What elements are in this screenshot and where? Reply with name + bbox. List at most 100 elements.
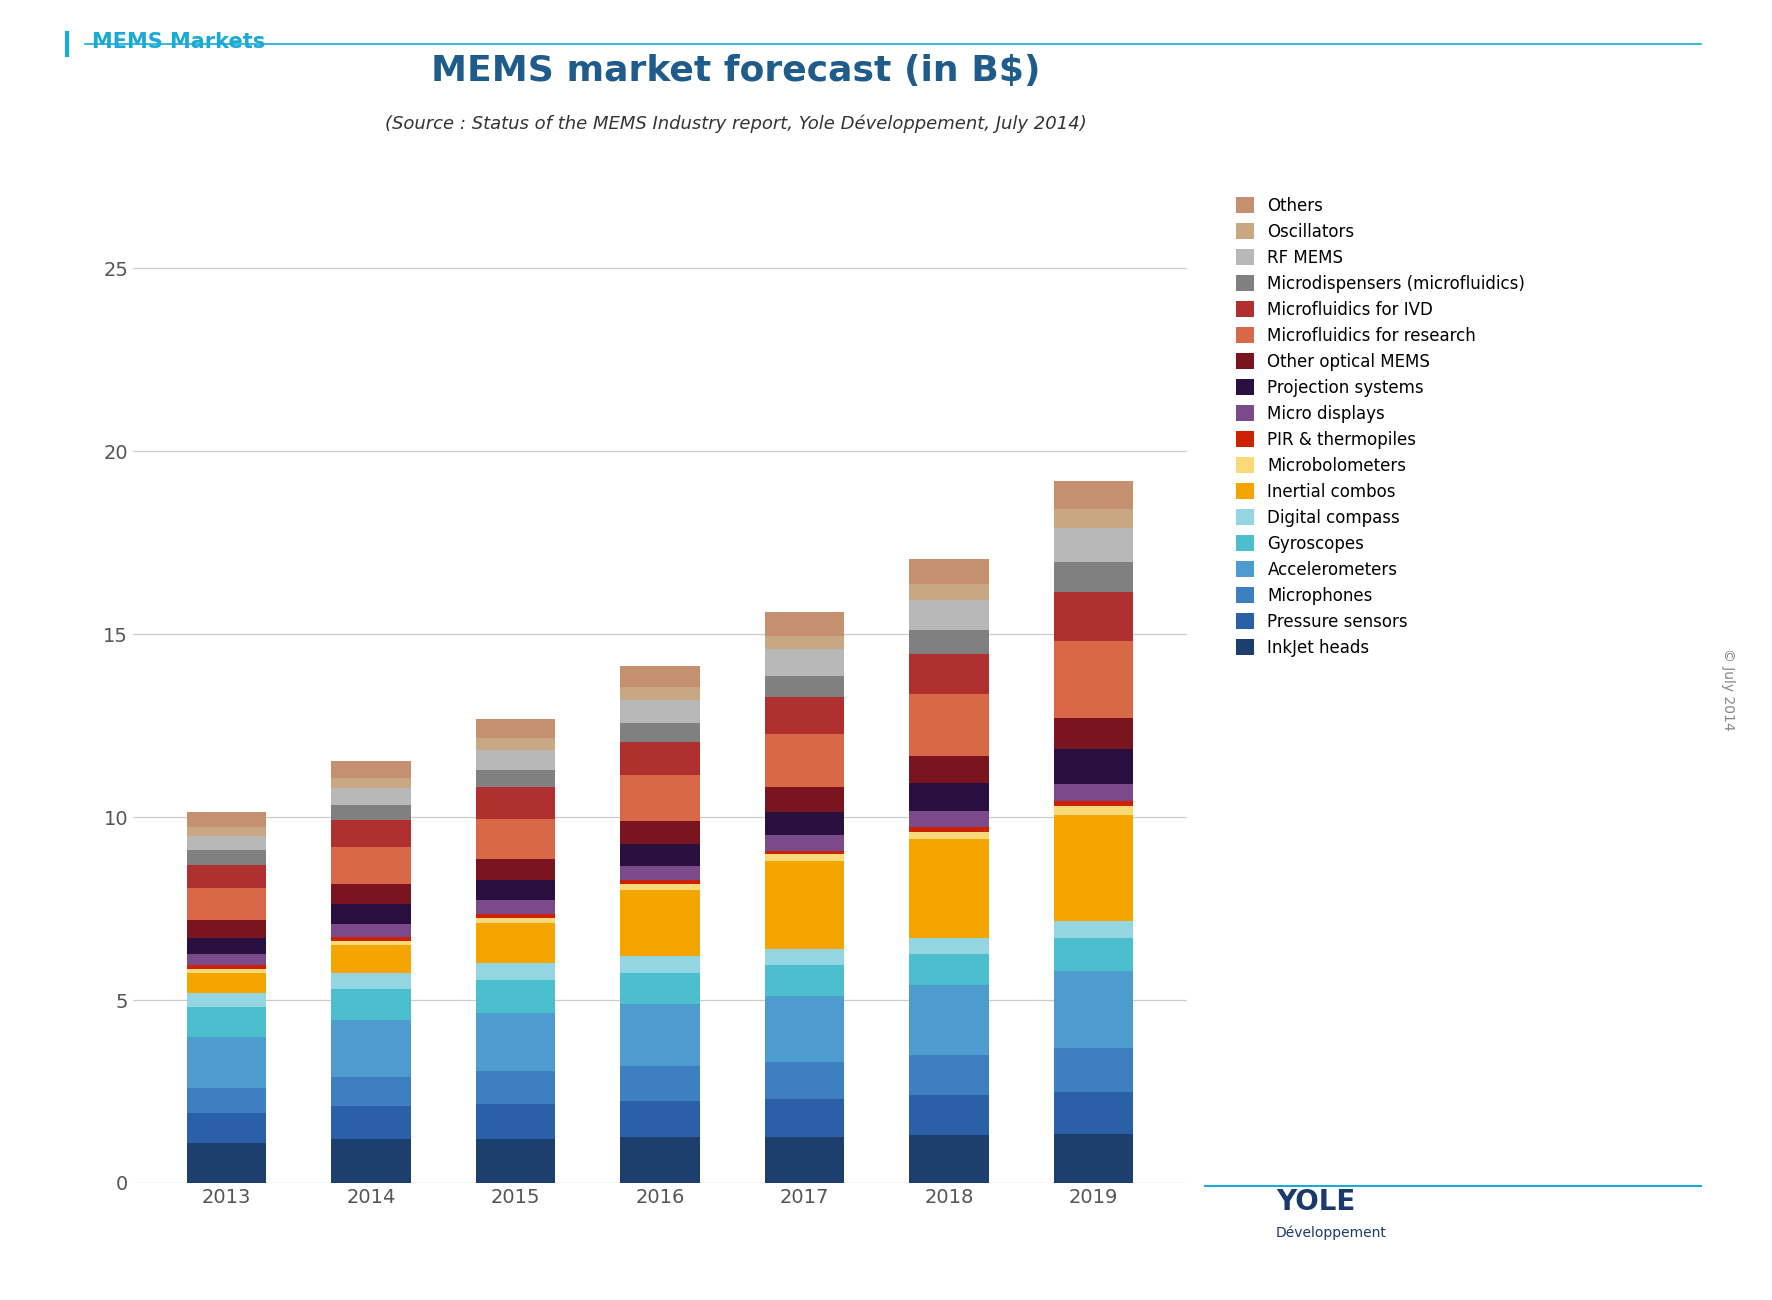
Bar: [1054, 481, 1132, 510]
Bar: [477, 963, 555, 980]
Bar: [766, 1138, 843, 1183]
Bar: [766, 786, 843, 811]
Bar: [1054, 563, 1132, 592]
Bar: [331, 1139, 411, 1183]
Bar: [620, 822, 700, 844]
Text: MEMS Markets: MEMS Markets: [92, 32, 266, 52]
Bar: [1054, 971, 1132, 1048]
Bar: [909, 599, 989, 629]
Bar: [909, 1054, 989, 1095]
Bar: [477, 914, 555, 918]
Bar: [766, 1062, 843, 1098]
Bar: [909, 784, 989, 811]
Bar: [188, 1143, 266, 1183]
Bar: [331, 1020, 411, 1076]
Bar: [620, 699, 700, 723]
Bar: [477, 770, 555, 788]
Bar: [188, 1114, 266, 1143]
Bar: [188, 968, 266, 972]
Bar: [766, 854, 843, 861]
Bar: [188, 954, 266, 966]
Bar: [477, 1139, 555, 1183]
Bar: [188, 993, 266, 1008]
Bar: [766, 836, 843, 850]
Bar: [620, 891, 700, 956]
Bar: [188, 888, 266, 919]
Bar: [909, 954, 989, 985]
Bar: [620, 775, 700, 822]
Bar: [620, 1101, 700, 1138]
Bar: [620, 666, 700, 686]
Bar: [766, 612, 843, 636]
Bar: [331, 941, 411, 945]
Bar: [909, 811, 989, 827]
Bar: [477, 980, 555, 1013]
Bar: [766, 650, 843, 676]
Text: YOLE: YOLE: [1276, 1188, 1356, 1217]
Bar: [909, 1135, 989, 1183]
Bar: [331, 1106, 411, 1139]
Bar: [331, 820, 411, 848]
Bar: [909, 559, 989, 584]
Bar: [331, 848, 411, 884]
Bar: [331, 788, 411, 805]
Bar: [909, 838, 989, 937]
Bar: [1054, 937, 1132, 971]
Bar: [331, 989, 411, 1021]
Bar: [909, 584, 989, 599]
Bar: [909, 1095, 989, 1135]
Bar: [620, 1004, 700, 1066]
Bar: [766, 861, 843, 949]
Bar: [331, 884, 411, 905]
Bar: [477, 1104, 555, 1139]
Bar: [766, 996, 843, 1062]
Bar: [188, 850, 266, 865]
Bar: [766, 733, 843, 786]
Bar: [620, 844, 700, 866]
Bar: [477, 788, 555, 819]
Text: (Source : Status of the MEMS Industry report, Yole Développement, July 2014): (Source : Status of the MEMS Industry re…: [385, 114, 1086, 133]
Bar: [477, 819, 555, 859]
Bar: [766, 697, 843, 733]
Bar: [331, 1076, 411, 1106]
Bar: [477, 900, 555, 914]
Bar: [1054, 1134, 1132, 1183]
Bar: [477, 923, 555, 963]
Bar: [1054, 718, 1132, 749]
Bar: [620, 880, 700, 884]
Bar: [331, 805, 411, 820]
Bar: [620, 866, 700, 880]
Bar: [188, 811, 266, 827]
Bar: [766, 966, 843, 996]
Text: MEMS market forecast (in B$): MEMS market forecast (in B$): [431, 55, 1040, 88]
Bar: [1054, 592, 1132, 641]
Bar: [766, 811, 843, 836]
Bar: [909, 827, 989, 832]
Legend: Others, Oscillators, RF MEMS, Microdispensers (microfluidics), Microfluidics for: Others, Oscillators, RF MEMS, Microdispe…: [1233, 194, 1529, 660]
Bar: [477, 880, 555, 900]
Bar: [909, 757, 989, 784]
Bar: [1054, 806, 1132, 815]
Bar: [909, 694, 989, 757]
Bar: [477, 750, 555, 770]
Bar: [1054, 815, 1132, 922]
Bar: [1054, 749, 1132, 784]
Bar: [620, 1138, 700, 1183]
Bar: [620, 972, 700, 1004]
Bar: [1054, 1048, 1132, 1092]
Bar: [909, 985, 989, 1054]
Bar: [331, 972, 411, 989]
Bar: [188, 1008, 266, 1036]
Bar: [477, 738, 555, 750]
Bar: [477, 719, 555, 738]
Bar: [1054, 784, 1132, 801]
Bar: [188, 966, 266, 968]
Bar: [1054, 801, 1132, 806]
Bar: [909, 654, 989, 694]
Bar: [188, 827, 266, 836]
Bar: [331, 937, 411, 941]
Bar: [188, 1036, 266, 1088]
Bar: [766, 949, 843, 966]
Bar: [331, 945, 411, 972]
Bar: [188, 1088, 266, 1114]
